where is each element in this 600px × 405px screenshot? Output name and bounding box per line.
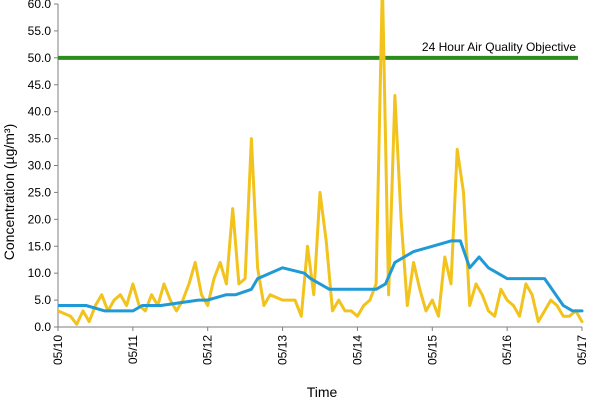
y-tick-label: 25.0 — [28, 185, 52, 199]
x-tick-label: 05/15 — [425, 335, 439, 365]
x-tick-label: 05/13 — [276, 335, 290, 365]
x-tick-label: 05/10 — [51, 335, 65, 365]
y-tick-label: 50.0 — [28, 51, 52, 65]
y-tick-label: 15.0 — [28, 239, 52, 253]
hourly-series-line — [58, 0, 584, 326]
y-tick-label: 20.0 — [28, 212, 52, 226]
y-tick-label: 45.0 — [28, 78, 52, 92]
x-tick-label: 05/14 — [350, 335, 364, 365]
y-tick-label: 40.0 — [28, 105, 52, 119]
axes: 0.0 5.0 10.0 15.0 20.0 25.0 30.0 35.0 40.0 45.0 50… — [28, 0, 589, 365]
y-tick-label: 0.0 — [34, 320, 51, 334]
series-lines — [58, 0, 584, 326]
y-tick-label: 60.0 — [28, 0, 52, 11]
y-tick-label: 55.0 — [28, 24, 52, 38]
x-tick-label: 05/11 — [126, 335, 140, 364]
objective-label: 24 Hour Air Quality Objective — [422, 40, 576, 54]
rolling-series-line — [58, 239, 584, 313]
x-tick-label: 05/16 — [500, 335, 514, 365]
x-axis-title: Time — [307, 384, 338, 400]
y-tick-label: 10.0 — [28, 266, 52, 280]
reference-lines: 24 Hour Air Quality Objective — [58, 40, 578, 60]
y-tick-label: 5.0 — [34, 293, 51, 307]
y-tick-label: 30.0 — [28, 159, 52, 173]
y-axis-title: Concentration (µg/m³) — [1, 124, 17, 260]
x-tick-label: 05/17 — [575, 335, 589, 365]
labels: Concentration (µg/m³) Time — [1, 124, 338, 400]
y-tick-label: 35.0 — [28, 132, 52, 146]
x-tick-label: 05/12 — [201, 335, 215, 365]
